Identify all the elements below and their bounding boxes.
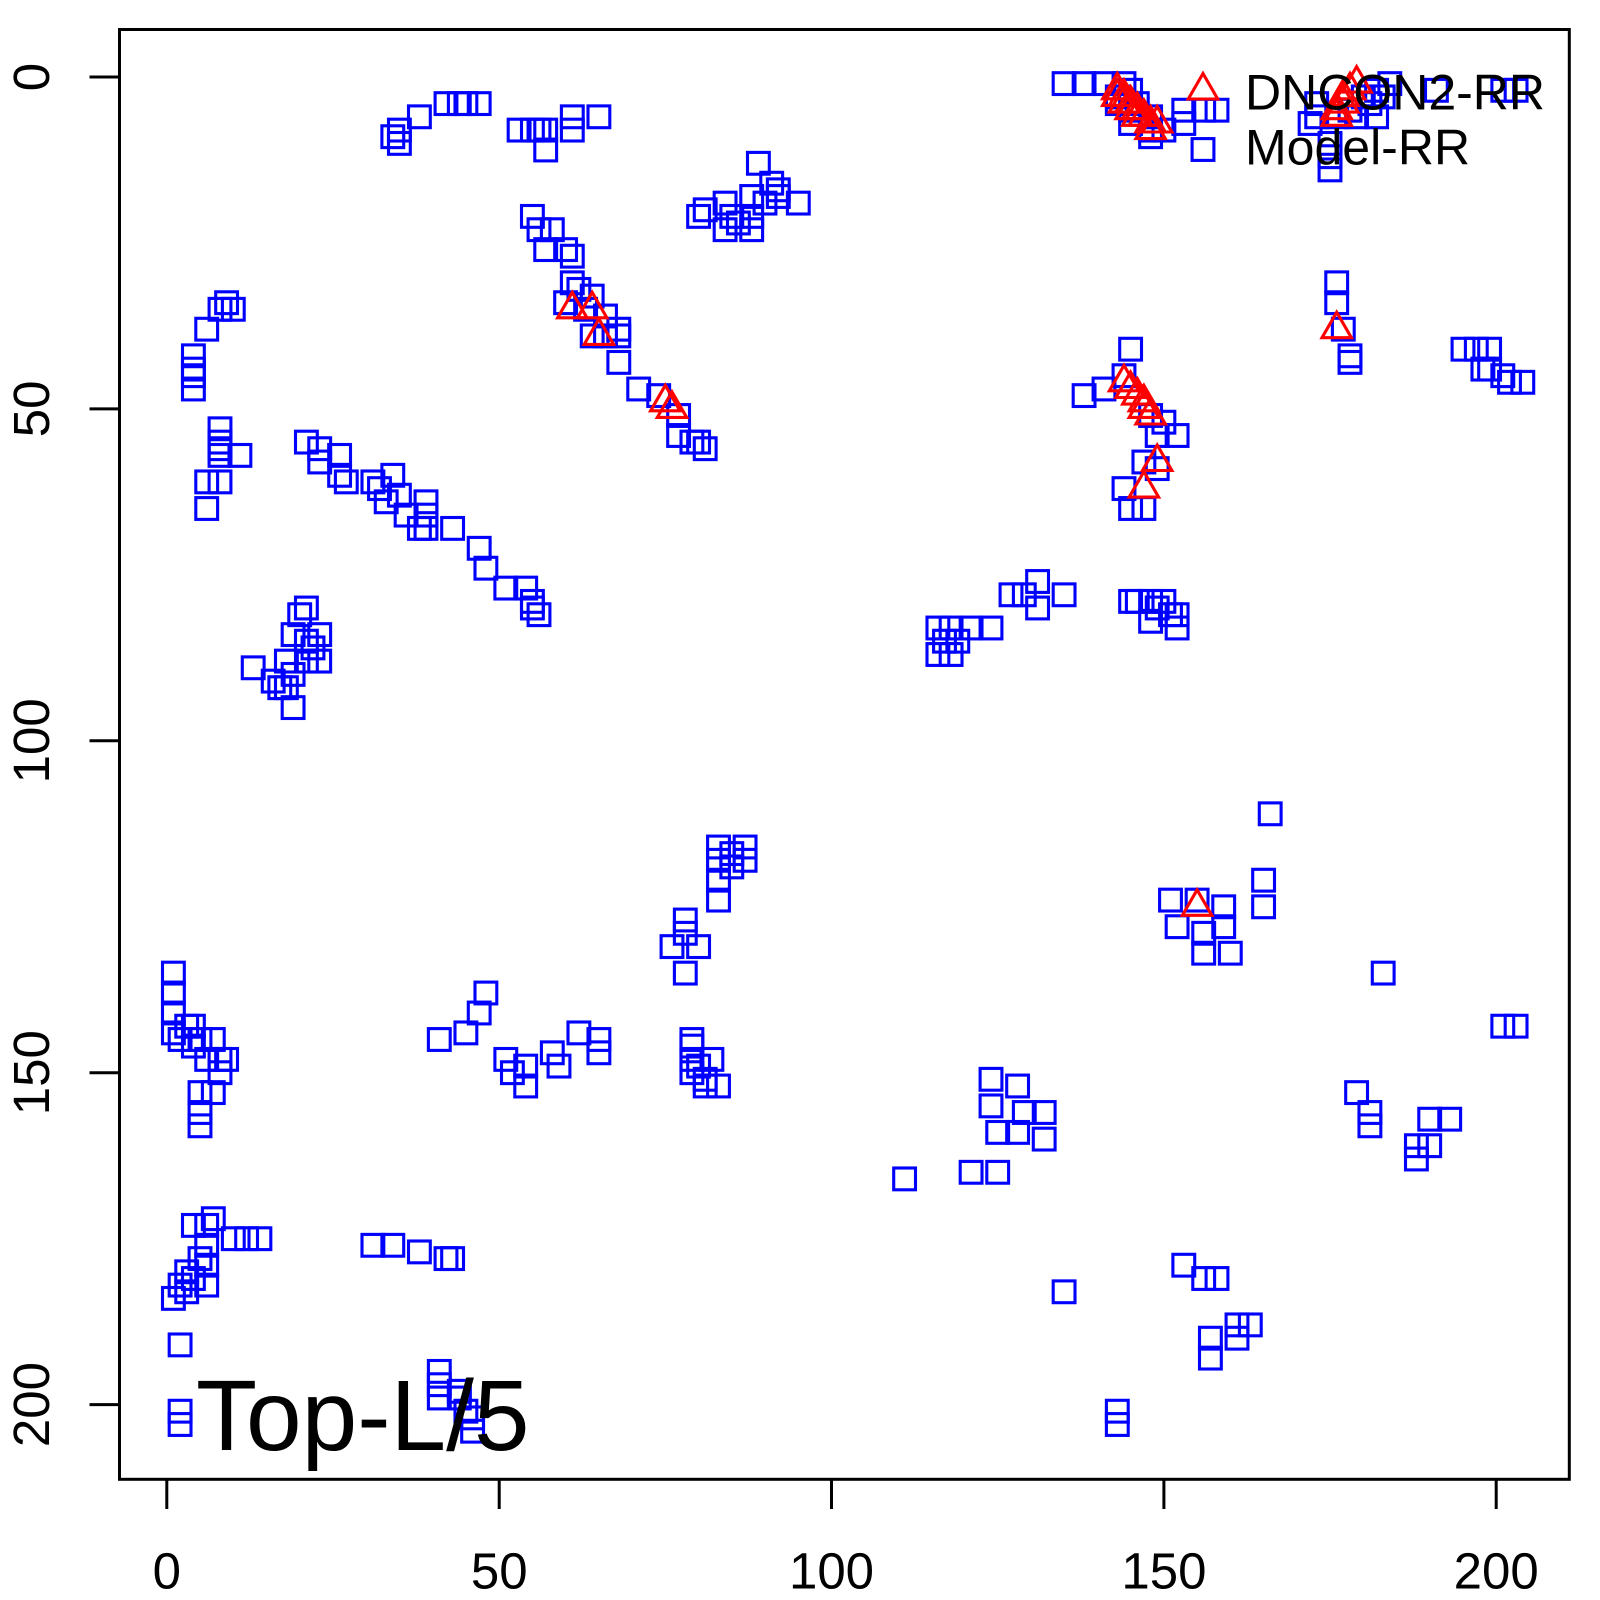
svg-text:100: 100 bbox=[3, 698, 60, 783]
svg-text:50: 50 bbox=[471, 1543, 528, 1600]
svg-text:150: 150 bbox=[1121, 1543, 1206, 1600]
svg-text:Model-RR: Model-RR bbox=[1245, 120, 1470, 176]
svg-text:0: 0 bbox=[153, 1543, 181, 1600]
svg-text:200: 200 bbox=[1454, 1543, 1539, 1600]
svg-text:0: 0 bbox=[3, 63, 60, 91]
svg-text:200: 200 bbox=[3, 1362, 60, 1447]
svg-text:150: 150 bbox=[3, 1030, 60, 1115]
svg-text:50: 50 bbox=[3, 381, 60, 438]
svg-text:100: 100 bbox=[789, 1543, 874, 1600]
svg-text:DNCON2-RR: DNCON2-RR bbox=[1245, 65, 1545, 121]
svg-text:Top-L/5: Top-L/5 bbox=[196, 1360, 530, 1472]
